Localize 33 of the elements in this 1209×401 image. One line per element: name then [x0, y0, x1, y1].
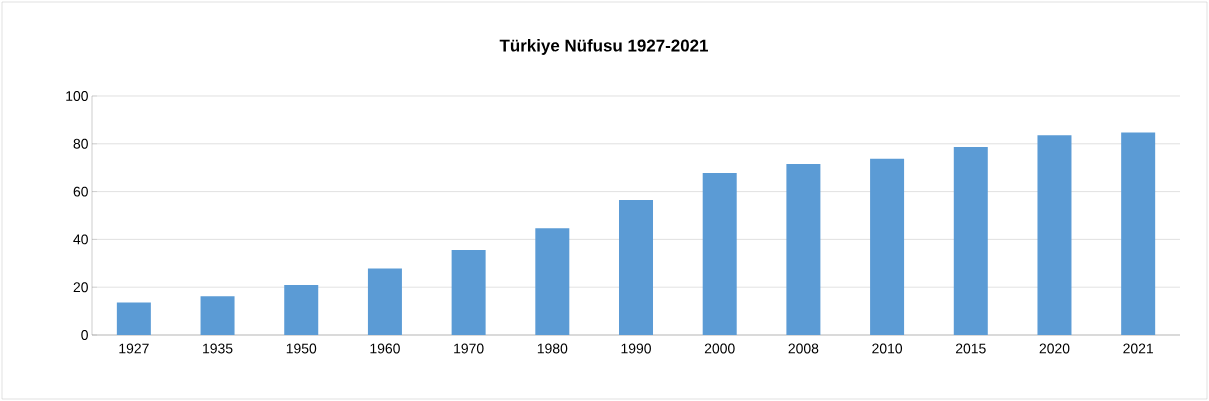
bar — [367, 268, 402, 335]
bar — [953, 146, 988, 335]
x-tick-label: 1927 — [119, 343, 149, 354]
bar — [619, 199, 654, 335]
bar — [870, 158, 905, 335]
x-tick-label: 1980 — [537, 343, 568, 354]
x-tick-label: 2008 — [788, 343, 819, 354]
x-tick-label: 2021 — [1123, 343, 1153, 354]
bar — [535, 228, 570, 335]
chart-title: Türkiye Nüfusu 1927-2021 — [499, 39, 708, 55]
y-tick-label: 20 — [73, 282, 88, 293]
x-tick-label: 1990 — [621, 343, 651, 354]
bar — [451, 249, 486, 335]
y-tick-label: 60 — [73, 186, 88, 197]
y-tick-label: 0 — [81, 330, 88, 340]
y-tick-label: 100 — [66, 91, 88, 101]
x-tick-label: 2000 — [704, 343, 735, 354]
x-tick-label: 1950 — [286, 343, 317, 354]
y-tick-label: 80 — [73, 138, 88, 149]
bar — [1037, 135, 1072, 335]
x-tick-label: 2015 — [955, 343, 986, 354]
x-tick-label: 2010 — [872, 343, 903, 354]
x-tick-label: 1960 — [370, 343, 400, 354]
y-tick-label: 40 — [73, 234, 88, 245]
bar — [200, 296, 235, 335]
bar — [702, 172, 737, 335]
x-tick-label: 2020 — [1039, 343, 1070, 354]
bar — [284, 285, 319, 335]
bar — [1121, 132, 1156, 335]
bar — [116, 302, 151, 335]
x-tick-label: 1970 — [454, 343, 484, 354]
x-tick-label: 1935 — [203, 343, 233, 354]
bar — [786, 164, 821, 335]
